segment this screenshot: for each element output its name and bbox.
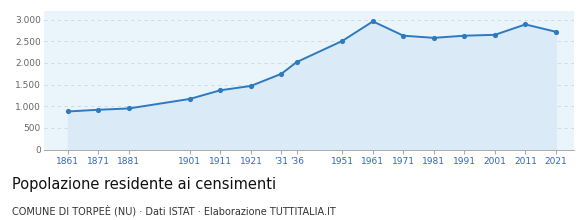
Point (551, 30, 560, 33)
Text: Popolazione residente ai censimenti: Popolazione residente ai censimenti (12, 177, 276, 192)
Point (399, 34, 408, 37)
Point (246, 84, 256, 88)
Point (490, 33, 499, 37)
Point (368, 20, 378, 23)
Point (63, 110, 72, 113)
Point (521, 23, 530, 26)
Point (338, 39, 347, 43)
Point (460, 34, 469, 37)
Point (216, 88, 225, 92)
Point (277, 72, 286, 75)
Point (124, 107, 133, 110)
Point (429, 36, 438, 40)
Point (185, 97, 194, 101)
Text: COMUNE DI TORPEÈ (NU) · Dati ISTAT · Elaborazione TUTTITALIA.IT: COMUNE DI TORPEÈ (NU) · Dati ISTAT · Ela… (12, 205, 335, 216)
Point (94, 108, 103, 112)
Point (292, 60, 301, 64)
